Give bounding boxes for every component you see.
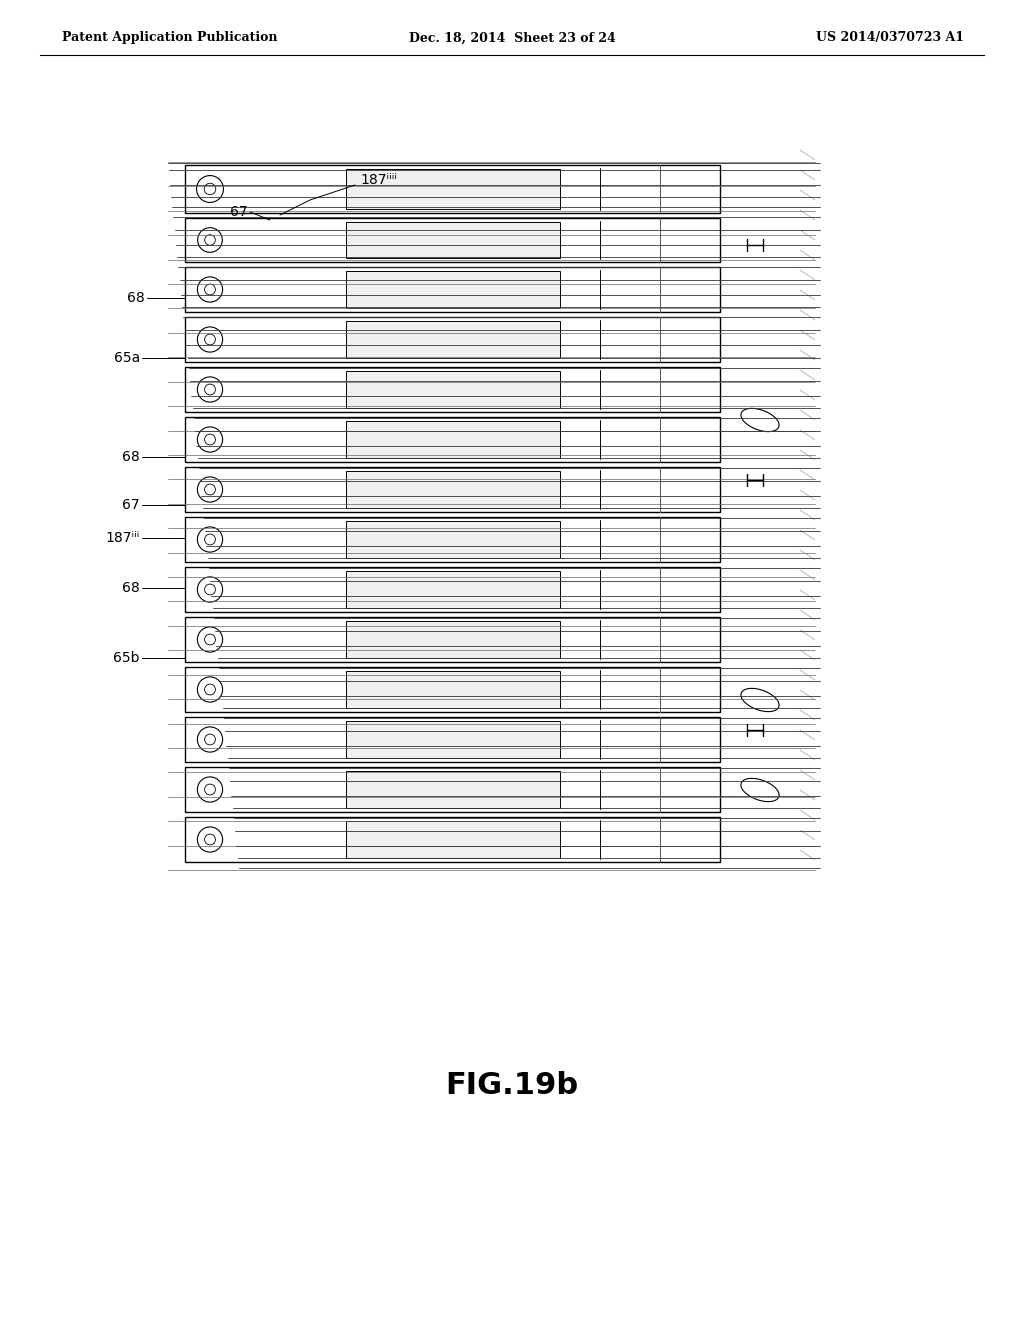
Polygon shape: [345, 521, 559, 558]
Text: 68: 68: [127, 290, 145, 305]
Polygon shape: [185, 667, 720, 711]
Polygon shape: [185, 817, 720, 862]
Polygon shape: [345, 821, 559, 858]
Text: 67: 67: [230, 205, 248, 219]
Polygon shape: [345, 620, 559, 657]
Text: Dec. 18, 2014  Sheet 23 of 24: Dec. 18, 2014 Sheet 23 of 24: [409, 32, 615, 45]
Polygon shape: [185, 517, 720, 562]
Polygon shape: [185, 616, 720, 663]
Ellipse shape: [741, 688, 779, 711]
Polygon shape: [345, 671, 559, 708]
Polygon shape: [185, 717, 720, 762]
Polygon shape: [345, 471, 559, 508]
Polygon shape: [345, 271, 559, 308]
Text: 68: 68: [122, 581, 140, 595]
Text: FIG.19b: FIG.19b: [445, 1071, 579, 1100]
Text: US 2014/0370723 A1: US 2014/0370723 A1: [816, 32, 964, 45]
Ellipse shape: [741, 779, 779, 801]
Polygon shape: [345, 371, 559, 408]
Polygon shape: [345, 421, 559, 458]
Text: 67: 67: [123, 498, 140, 512]
Polygon shape: [185, 568, 720, 612]
Polygon shape: [185, 417, 720, 462]
Text: 65a: 65a: [114, 351, 140, 366]
Polygon shape: [185, 165, 720, 213]
Ellipse shape: [741, 408, 779, 432]
Text: Patent Application Publication: Patent Application Publication: [62, 32, 278, 45]
Text: 65b: 65b: [114, 651, 140, 665]
Text: 68: 68: [122, 450, 140, 465]
Polygon shape: [345, 321, 559, 358]
Polygon shape: [345, 222, 559, 257]
Polygon shape: [185, 467, 720, 512]
Polygon shape: [185, 767, 720, 812]
Text: 187ⁱⁱⁱ: 187ⁱⁱⁱ: [105, 531, 140, 545]
Text: 187ⁱⁱⁱⁱ: 187ⁱⁱⁱⁱ: [360, 173, 397, 187]
Polygon shape: [185, 267, 720, 312]
Polygon shape: [345, 721, 559, 758]
Polygon shape: [345, 771, 559, 808]
Polygon shape: [345, 572, 559, 609]
Polygon shape: [185, 367, 720, 412]
Polygon shape: [185, 218, 720, 261]
Polygon shape: [345, 169, 559, 209]
Polygon shape: [185, 317, 720, 362]
